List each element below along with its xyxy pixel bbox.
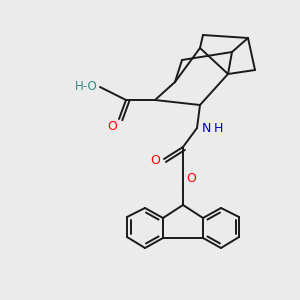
Text: O: O (186, 172, 196, 184)
Text: H: H (213, 122, 223, 136)
Text: O: O (150, 154, 160, 167)
Text: O: O (107, 119, 117, 133)
Text: N: N (201, 122, 211, 136)
Text: H-O: H-O (75, 80, 98, 94)
